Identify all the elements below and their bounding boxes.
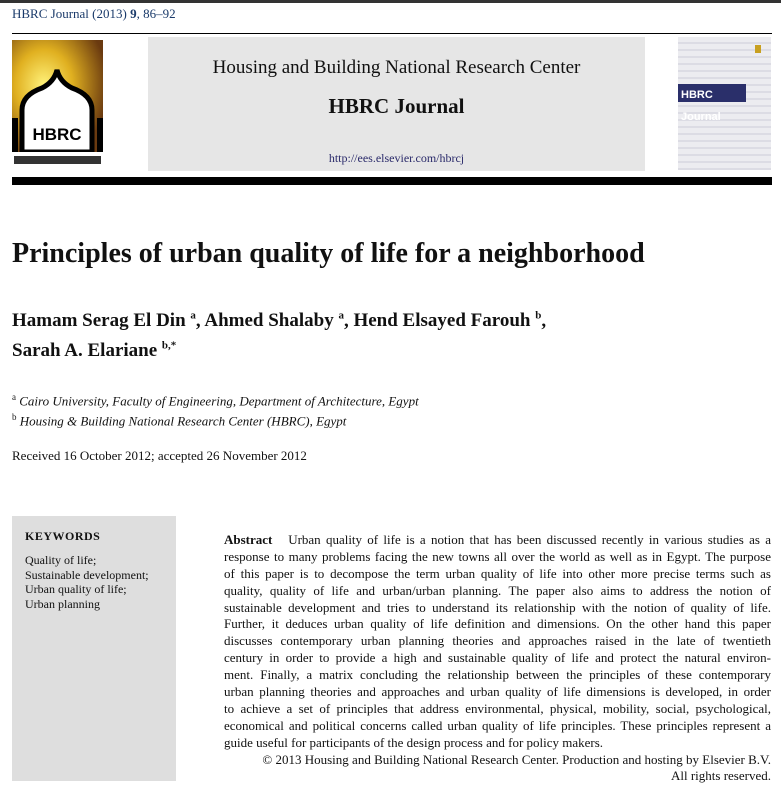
- author[interactable]: Hamam Serag El Din a: [12, 310, 196, 331]
- abstract-line: Further, it deduces urban quality of lif…: [224, 616, 771, 632]
- keyword: Sustainable development;: [25, 567, 149, 582]
- copyright: © 2013 Housing and Building National Res…: [262, 751, 771, 767]
- keyword: Urban quality of life;: [25, 582, 127, 596]
- rights: All rights reserved.: [670, 768, 771, 784]
- author-sup: b,*: [161, 339, 177, 352]
- journal-cover: HBRC Journal: [678, 37, 771, 170]
- journal-ref-text: HBRC Journal (2013): [12, 6, 131, 21]
- logo-text: HBRC: [32, 125, 81, 144]
- affiliation-text: Cairo University, Faculty of Engineering…: [19, 393, 419, 409]
- abstract-line: ment. Finally, a matrix concluding the r…: [224, 667, 771, 683]
- abstract-line: quality, quality of life and urban/urban…: [224, 582, 771, 598]
- article-title: Principles of urban quality of life for …: [12, 238, 645, 269]
- cover-logo-icon: [755, 45, 761, 53]
- author[interactable]: Sarah A. Elariane b,*: [12, 339, 177, 361]
- header-thick-rule: [12, 177, 772, 185]
- journal-name: HBRC Journal: [328, 94, 465, 118]
- author-list: Hamam Serag El Din a, Ahmed Shalaby a, H…: [12, 304, 546, 363]
- abstract: Abstract Urban quality of life is a noti…: [224, 532, 771, 785]
- journal-banner: Housing and Building National Research C…: [148, 37, 645, 171]
- author-name: Hend Elsayed Farouh: [353, 310, 531, 332]
- keywords-box: KEYWORDS Quality of life; Sustainable de…: [12, 516, 176, 781]
- abstract-line: Abstract Urban quality of life is a noti…: [224, 532, 771, 549]
- journal-reference: HBRC Journal (2013) 9, 86–92: [12, 6, 176, 22]
- affiliation-sup: a: [12, 392, 16, 402]
- pages: , 86–92: [136, 6, 176, 21]
- abstract-line-text: Urban quality of life is a notion that h…: [288, 532, 771, 547]
- abstract-line: guide useful for participants of the des…: [224, 734, 604, 750]
- abstract-line: century in order to provide a high and s…: [224, 650, 771, 666]
- affiliations: a Cairo University, Faculty of Engineeri…: [12, 389, 419, 430]
- author-name: Sarah A. Elariane: [12, 339, 158, 361]
- hbrc-logo: HBRC: [12, 40, 103, 171]
- cover-title: HBRC Journal: [678, 84, 746, 123]
- abstract-line: economical and political concerns called…: [224, 717, 771, 733]
- affiliation-sup: b: [12, 412, 17, 423]
- abstract-line: to achieve a set of principles that addr…: [224, 700, 771, 716]
- received-dates: Received 16 October 2012; accepted 26 No…: [12, 448, 307, 463]
- author-name: Ahmed Shalaby: [204, 310, 334, 332]
- abstract-label: Abstract: [224, 532, 273, 547]
- author-sep: ,: [195, 310, 205, 332]
- volume: 9: [130, 6, 137, 21]
- journal-url[interactable]: http://ees.elsevier.com/hbrcj: [328, 151, 465, 165]
- author-sep: ,: [541, 310, 547, 332]
- affiliation-text: Housing & Building National Research Cen…: [19, 413, 347, 429]
- author[interactable]: Ahmed Shalaby a: [204, 310, 344, 331]
- author-sup: b: [535, 310, 542, 322]
- publisher-name: Housing and Building National Research C…: [212, 57, 581, 78]
- top-bar: [0, 0, 781, 3]
- abstract-line: response to many problems facing the new…: [224, 548, 771, 564]
- author-sup: a: [190, 310, 196, 322]
- keyword: Quality of life;: [25, 553, 97, 567]
- affiliation: b Housing & Building National Research C…: [12, 409, 419, 429]
- abstract-line: urban planning theories and approaches a…: [224, 684, 771, 700]
- abstract-line: discusses contemporary urban planning th…: [224, 633, 771, 649]
- author-sep: ,: [343, 310, 354, 332]
- author[interactable]: Hend Elsayed Farouh b: [353, 310, 541, 331]
- abstract-line: sustainable development and tries to und…: [224, 599, 771, 615]
- author-sup: a: [338, 310, 344, 322]
- affiliation: a Cairo University, Faculty of Engineeri…: [12, 389, 419, 409]
- keyword: Urban planning: [25, 596, 100, 611]
- header-rule: [12, 33, 772, 34]
- author-name: Hamam Serag El Din: [12, 310, 186, 332]
- keywords-heading: KEYWORDS: [25, 529, 101, 543]
- abstract-line: of this paper is to decompose the term u…: [224, 565, 771, 581]
